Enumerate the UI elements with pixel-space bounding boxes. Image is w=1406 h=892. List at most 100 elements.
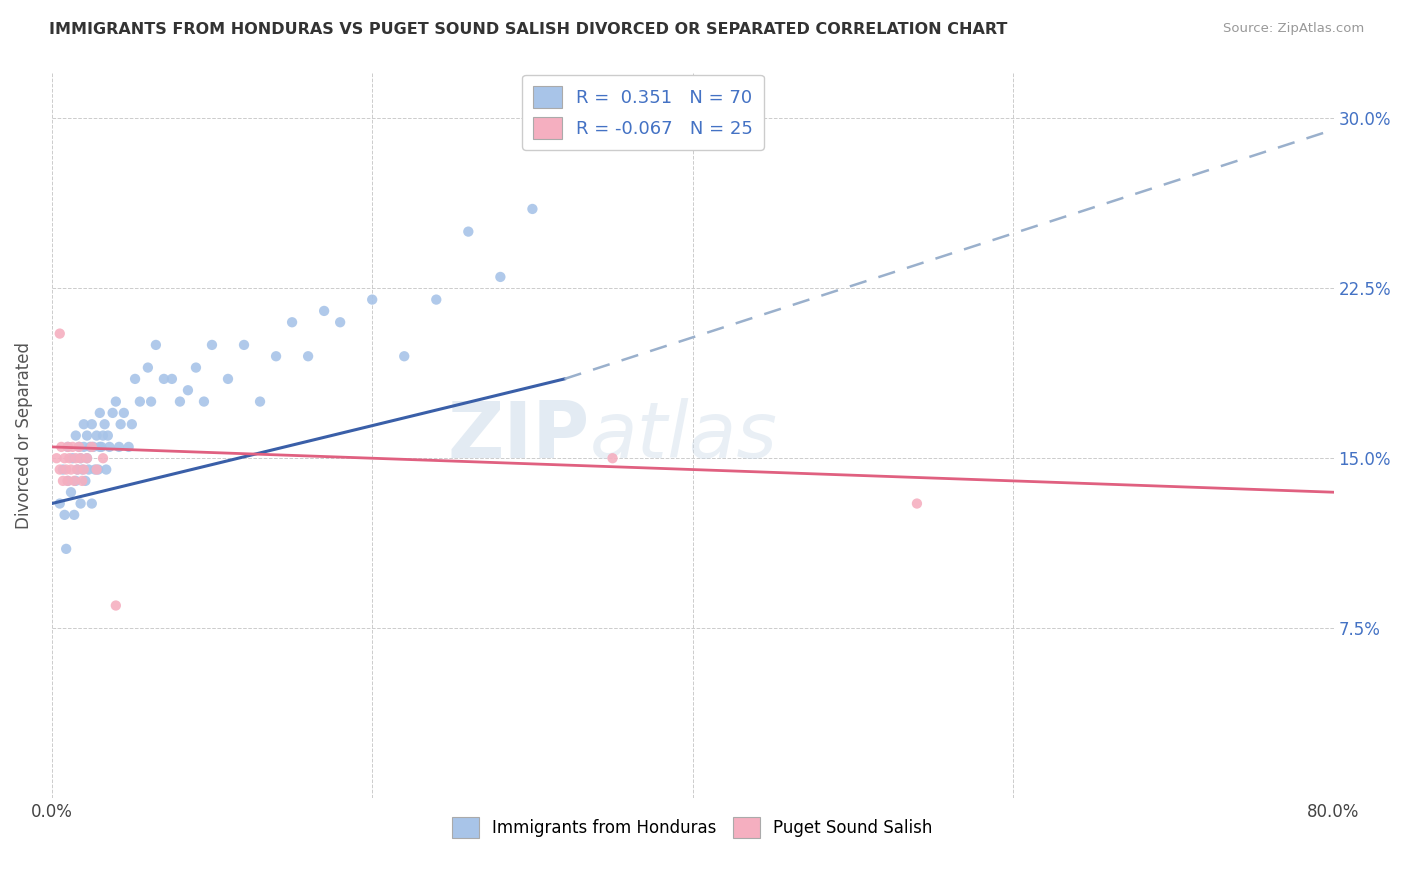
Point bbox=[73, 462, 96, 476]
Point bbox=[75, 474, 97, 488]
Point bbox=[76, 451, 98, 466]
Point bbox=[76, 451, 98, 466]
Point bbox=[297, 349, 319, 363]
Point bbox=[67, 440, 90, 454]
Point bbox=[118, 440, 141, 454]
Point bbox=[87, 462, 110, 476]
Point bbox=[63, 508, 86, 522]
Point bbox=[55, 541, 77, 556]
Point bbox=[98, 440, 121, 454]
Point bbox=[264, 349, 287, 363]
Text: Source: ZipAtlas.com: Source: ZipAtlas.com bbox=[1223, 22, 1364, 36]
Point bbox=[59, 462, 82, 476]
Point bbox=[136, 360, 159, 375]
Point bbox=[59, 485, 82, 500]
Point bbox=[69, 451, 91, 466]
Point bbox=[86, 428, 108, 442]
Point bbox=[63, 474, 86, 488]
Point bbox=[65, 428, 87, 442]
Point bbox=[53, 451, 76, 466]
Point bbox=[314, 304, 336, 318]
Point bbox=[80, 417, 103, 432]
Point bbox=[96, 462, 118, 476]
Point bbox=[56, 440, 79, 454]
Point bbox=[233, 338, 256, 352]
Point bbox=[76, 428, 98, 442]
Y-axis label: Divorced or Separated: Divorced or Separated bbox=[15, 342, 32, 529]
Point bbox=[217, 372, 239, 386]
Point bbox=[89, 406, 111, 420]
Text: atlas: atlas bbox=[591, 398, 778, 474]
Point bbox=[79, 440, 101, 454]
Point bbox=[110, 417, 132, 432]
Point bbox=[77, 462, 100, 476]
Point bbox=[70, 474, 93, 488]
Point bbox=[45, 451, 67, 466]
Point bbox=[56, 474, 79, 488]
Point bbox=[70, 462, 93, 476]
Point bbox=[62, 451, 84, 466]
Point bbox=[49, 462, 72, 476]
Point bbox=[53, 508, 76, 522]
Point bbox=[73, 417, 96, 432]
Point bbox=[489, 269, 512, 284]
Point bbox=[51, 440, 73, 454]
Point bbox=[55, 462, 77, 476]
Point bbox=[89, 440, 111, 454]
Point bbox=[91, 428, 114, 442]
Text: ZIP: ZIP bbox=[449, 398, 591, 474]
Point bbox=[73, 440, 96, 454]
Point bbox=[80, 440, 103, 454]
Point bbox=[425, 293, 447, 307]
Point bbox=[905, 497, 928, 511]
Point bbox=[65, 474, 87, 488]
Point bbox=[184, 360, 207, 375]
Point bbox=[104, 394, 127, 409]
Point bbox=[124, 372, 146, 386]
Point bbox=[361, 293, 384, 307]
Point bbox=[62, 440, 84, 454]
Point bbox=[90, 440, 112, 454]
Point bbox=[169, 394, 191, 409]
Point bbox=[49, 326, 72, 341]
Legend: Immigrants from Honduras, Puget Sound Salish: Immigrants from Honduras, Puget Sound Sa… bbox=[446, 811, 939, 844]
Point bbox=[56, 440, 79, 454]
Point bbox=[80, 497, 103, 511]
Point bbox=[112, 406, 135, 420]
Point bbox=[52, 462, 75, 476]
Point bbox=[69, 497, 91, 511]
Point bbox=[52, 474, 75, 488]
Point bbox=[91, 451, 114, 466]
Point bbox=[153, 372, 176, 386]
Point bbox=[69, 451, 91, 466]
Point bbox=[108, 440, 131, 454]
Point bbox=[394, 349, 416, 363]
Point bbox=[121, 417, 143, 432]
Point bbox=[65, 451, 87, 466]
Point bbox=[145, 338, 167, 352]
Point bbox=[66, 462, 89, 476]
Point bbox=[93, 417, 115, 432]
Point bbox=[104, 599, 127, 613]
Point bbox=[56, 474, 79, 488]
Point bbox=[84, 462, 107, 476]
Point bbox=[193, 394, 215, 409]
Point bbox=[58, 451, 80, 466]
Point bbox=[49, 497, 72, 511]
Point bbox=[329, 315, 352, 329]
Point bbox=[97, 428, 120, 442]
Point bbox=[177, 383, 200, 397]
Point bbox=[67, 440, 90, 454]
Point bbox=[522, 202, 544, 216]
Point bbox=[86, 462, 108, 476]
Point bbox=[139, 394, 162, 409]
Point bbox=[281, 315, 304, 329]
Point bbox=[101, 406, 124, 420]
Point bbox=[201, 338, 224, 352]
Point bbox=[602, 451, 624, 466]
Point bbox=[128, 394, 150, 409]
Point bbox=[66, 462, 89, 476]
Point bbox=[457, 225, 479, 239]
Point bbox=[82, 440, 104, 454]
Text: IMMIGRANTS FROM HONDURAS VS PUGET SOUND SALISH DIVORCED OR SEPARATED CORRELATION: IMMIGRANTS FROM HONDURAS VS PUGET SOUND … bbox=[49, 22, 1008, 37]
